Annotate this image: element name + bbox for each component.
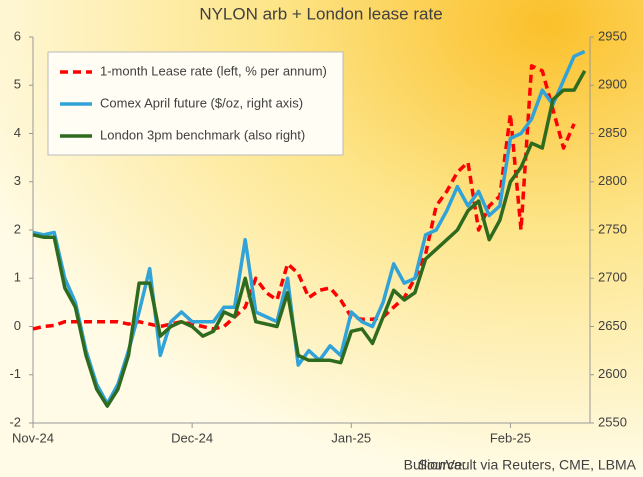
y2-tick-label: 2550	[598, 414, 627, 429]
x-tick-label: Feb-25	[490, 430, 531, 445]
legend	[47, 51, 344, 156]
y-tick-label: 0	[14, 318, 21, 333]
y-tick-label: 3	[14, 173, 21, 188]
legend-text: Comex April future ($/oz, right axis)	[100, 95, 303, 110]
y-tick-label: 5	[14, 77, 21, 92]
y-tick-label: 2	[14, 221, 21, 236]
x-tick-label: Dec-24	[171, 430, 213, 445]
y-tick-label: -1	[9, 366, 21, 381]
legend-text: London 3pm benchmark (also right)	[100, 127, 305, 142]
chart-title: NYLON arb + London lease rate	[199, 4, 442, 23]
x-tick-label: Jan-25	[331, 430, 371, 445]
y2-tick-label: 2800	[598, 173, 627, 188]
source-label: Source:	[418, 457, 466, 473]
y-tick-label: 4	[14, 125, 21, 140]
y2-tick-label: 2600	[598, 366, 627, 381]
legend-text: 1-month Lease rate (left, % per annum)	[100, 63, 327, 78]
y-tick-label: -2	[9, 414, 21, 429]
y2-tick-label: 2900	[598, 77, 627, 92]
y2-tick-label: 2700	[598, 270, 627, 285]
series-line	[32, 69, 587, 408]
y-tick-label: 1	[14, 270, 21, 285]
y2-tick-label: 2750	[598, 221, 627, 236]
y2-tick-label: 2950	[598, 28, 627, 43]
y-tick-label: 6	[14, 28, 21, 43]
source: BullionVault via Reuters, CME, LBMA	[404, 457, 637, 473]
x-tick-label: Nov-24	[12, 430, 54, 445]
y2-tick-label: 2850	[598, 125, 627, 140]
y2-tick-label: 2650	[598, 318, 627, 333]
